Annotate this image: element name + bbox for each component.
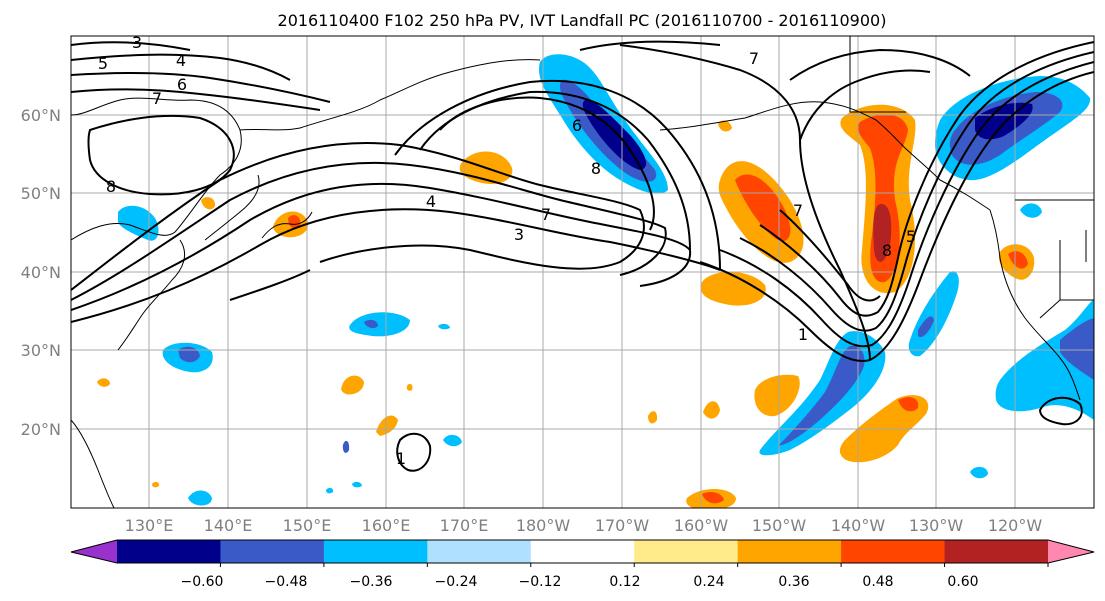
contour-label: 7 — [152, 89, 162, 108]
colorbar-cell — [530, 540, 635, 563]
longitude-label: 140°W — [831, 516, 886, 535]
contour-label: 6 — [572, 116, 582, 135]
longitude-label: 170°W — [595, 516, 650, 535]
longitude-axis: 130°E 140°E 150°E 160°E 170°E 180°W 170°… — [125, 516, 1043, 535]
colorbar-cell — [841, 540, 946, 563]
longitude-label: 180°W — [516, 516, 571, 535]
contour-label: 6 — [177, 75, 187, 94]
contour-label: 1 — [396, 449, 406, 468]
latitude-axis: 60°N 50°N 40°N 30°N 20°N — [21, 106, 61, 439]
colorbar-extend-min — [71, 540, 117, 563]
contour-label: 1 — [798, 325, 808, 344]
colorbar-tick-label: −0.24 — [435, 574, 478, 590]
colorbar-cell — [323, 540, 428, 563]
map-title: 2016110400 F102 250 hPa PV, IVT Landfall… — [278, 11, 887, 30]
colorbar-ticks: −0.60 −0.48 −0.36 −0.24 −0.12 0.12 0.24 … — [181, 563, 1049, 590]
colorbar-cell — [634, 540, 739, 563]
longitude-label: 130°W — [909, 516, 964, 535]
latitude-label: 40°N — [21, 263, 61, 282]
contour-label: 4 — [426, 192, 436, 211]
colorbar-tick-label: 0.36 — [778, 574, 809, 590]
colorbar-tick-label: 0.24 — [693, 574, 724, 590]
graticule — [71, 36, 1094, 508]
longitude-label: 130°E — [125, 516, 174, 535]
pv-contours — [71, 40, 1094, 472]
colorbar-cell — [427, 540, 532, 563]
latitude-label: 50°N — [21, 184, 61, 203]
latitude-label: 30°N — [21, 341, 61, 360]
longitude-label: 170°E — [440, 516, 489, 535]
contour-label: 3 — [132, 33, 142, 52]
colorbar-cell — [117, 540, 221, 563]
colorbar-cell — [944, 540, 1049, 563]
longitude-label: 120°W — [988, 516, 1043, 535]
colorbar-tick-label: 0.12 — [609, 574, 640, 590]
colorbar-tick-label: −0.12 — [519, 574, 562, 590]
coastlines — [71, 36, 1094, 508]
colorbar: −0.60 −0.48 −0.36 −0.24 −0.12 0.12 0.24 … — [70, 539, 1095, 590]
contour-label: 5 — [98, 54, 108, 73]
longitude-label: 160°E — [362, 516, 411, 535]
contour-label-group: 3 4 5 6 7 8 6 8 7 4 7 3 7 8 5 1 1 — [98, 33, 916, 468]
contour-label: 7 — [541, 205, 551, 224]
longitude-label: 150°E — [283, 516, 332, 535]
map-panel: 3 4 5 6 7 8 6 8 7 4 7 3 7 8 5 1 1 — [70, 33, 1095, 509]
positive-anomaly-fields — [97, 104, 1035, 508]
contour-label: 7 — [749, 49, 759, 68]
colorbar-tick-label: −0.48 — [265, 574, 308, 590]
contour-label: 7 — [793, 201, 803, 220]
colorbar-tick-label: −0.36 — [350, 574, 393, 590]
longitude-label: 160°W — [674, 516, 729, 535]
map-frame — [70, 35, 1095, 509]
contour-label: 8 — [882, 241, 892, 260]
latitude-label: 60°N — [21, 106, 61, 125]
contour-label: 3 — [514, 225, 524, 244]
colorbar-outline — [70, 539, 1095, 564]
colorbar-tick-label: −0.60 — [181, 574, 224, 590]
colorbar-tick-label: 0.48 — [862, 574, 893, 590]
colorbar-cells — [71, 540, 1094, 563]
colorbar-cell — [737, 540, 842, 563]
latitude-label: 20°N — [21, 420, 61, 439]
contour-label: 4 — [176, 51, 186, 70]
contour-label: 8 — [106, 177, 116, 196]
colorbar-tick-label: 0.60 — [947, 574, 978, 590]
colorbar-cell — [220, 540, 325, 563]
longitude-label: 150°W — [752, 516, 807, 535]
longitude-label: 140°E — [204, 516, 253, 535]
contour-label: 8 — [591, 159, 601, 178]
contour-label: 5 — [906, 227, 916, 246]
colorbar-extend-max — [1048, 540, 1094, 563]
